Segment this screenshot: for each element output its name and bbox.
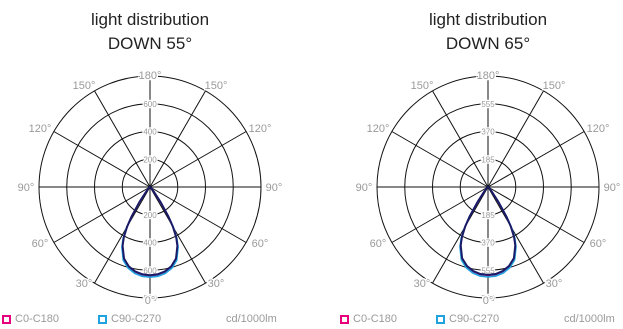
chart-title-line1: light distribution xyxy=(90,10,210,29)
legend-label: C0-C180 xyxy=(353,313,398,325)
angle-label: 90° xyxy=(604,182,621,194)
radial-tick-label: 200 xyxy=(143,155,157,164)
radial-tick-label: 400 xyxy=(143,239,157,248)
angle-label: 60° xyxy=(590,238,607,250)
radial-tick-label: 740 xyxy=(481,294,495,303)
angle-label: 30° xyxy=(76,278,93,290)
angle-label: 150° xyxy=(205,80,228,92)
legend-label: C0-C180 xyxy=(15,313,60,325)
grid-spoke xyxy=(94,186,151,284)
radial-tick-label: 555 xyxy=(481,266,495,275)
grid-spoke xyxy=(149,131,247,188)
radial-tick-label: 370 xyxy=(481,239,495,248)
angle-label: 0° xyxy=(145,295,156,307)
angle-label: 30° xyxy=(414,278,431,290)
legend-label: C90-C270 xyxy=(111,313,162,325)
legend-item-c0-c180: C0-C180 xyxy=(340,312,397,326)
radial-tick-label: 600 xyxy=(143,266,157,275)
angle-label: 120° xyxy=(367,123,390,135)
chart-title-line1: light distribution xyxy=(428,10,548,29)
unit-label: cd/1000lm xyxy=(564,313,615,325)
radial-tick-label: 555 xyxy=(481,100,495,109)
grid-spoke xyxy=(391,186,489,243)
radial-tick-label: 185 xyxy=(481,155,495,164)
series-curve-composite xyxy=(121,185,179,277)
radial-tick-label: 800 xyxy=(143,72,157,81)
angle-label: 120° xyxy=(587,123,610,135)
angle-label: 0° xyxy=(483,295,494,307)
series-curve-composite xyxy=(459,185,517,276)
legend-swatch-blue xyxy=(98,315,107,324)
legend-item-c90-c270: C90-C270 xyxy=(436,312,499,326)
angle-label: 150° xyxy=(411,80,434,92)
grid-spoke xyxy=(487,131,585,188)
angle-label: 120° xyxy=(249,123,272,135)
grid-spoke xyxy=(53,186,151,243)
angle-label: 90° xyxy=(356,182,373,194)
angle-label: 60° xyxy=(370,238,387,250)
radial-tick-label: 600 xyxy=(143,100,157,109)
grid-spoke xyxy=(487,90,544,188)
angle-label: 120° xyxy=(29,123,52,135)
angle-label: 30° xyxy=(546,278,563,290)
radial-tick-label: 185 xyxy=(481,211,495,220)
radial-tick-label: 400 xyxy=(143,128,157,137)
grid-spoke xyxy=(432,186,489,284)
unit-label: cd/1000lm xyxy=(226,313,277,325)
legend-swatch-pink xyxy=(2,315,11,324)
grid-spoke xyxy=(391,131,489,188)
legend-swatch-blue xyxy=(436,315,445,324)
angle-label: 90° xyxy=(266,182,283,194)
grid-spoke xyxy=(94,90,151,188)
radial-tick-label: 800 xyxy=(143,294,157,303)
grid-spoke xyxy=(149,90,206,188)
angle-label: 180° xyxy=(477,70,500,82)
chart-title-line2: DOWN 65° xyxy=(445,34,531,53)
polar-chart-down-55: light distribution DOWN 55° 200 200 400 400… xyxy=(0,0,300,329)
grid-spoke xyxy=(487,186,585,243)
angle-label: 30° xyxy=(208,278,225,290)
angle-label: 60° xyxy=(252,238,269,250)
angle-label: 150° xyxy=(73,80,96,92)
polar-chart-down-65: light distribution DOWN 65° 185 185 370 370… xyxy=(338,0,623,329)
radial-tick-label: 370 xyxy=(481,128,495,137)
legend-item-c0-c180: C0-C180 xyxy=(2,312,59,326)
grid-spoke xyxy=(149,186,247,243)
angle-label: 60° xyxy=(32,238,49,250)
grid-spoke xyxy=(149,186,206,284)
radial-tick-label: 200 xyxy=(143,211,157,220)
grid-spoke xyxy=(432,90,489,188)
grid-spoke xyxy=(487,186,544,284)
legend-item-c90-c270: C90-C270 xyxy=(98,312,161,326)
grid-spoke xyxy=(53,131,151,188)
chart-title-line2: DOWN 55° xyxy=(107,34,193,53)
radial-tick-label: 740 xyxy=(481,72,495,81)
legend-label: C90-C270 xyxy=(449,313,500,325)
legend-swatch-pink xyxy=(340,315,349,324)
angle-label: 150° xyxy=(543,80,566,92)
angle-label: 180° xyxy=(139,70,162,82)
angle-label: 90° xyxy=(18,182,35,194)
